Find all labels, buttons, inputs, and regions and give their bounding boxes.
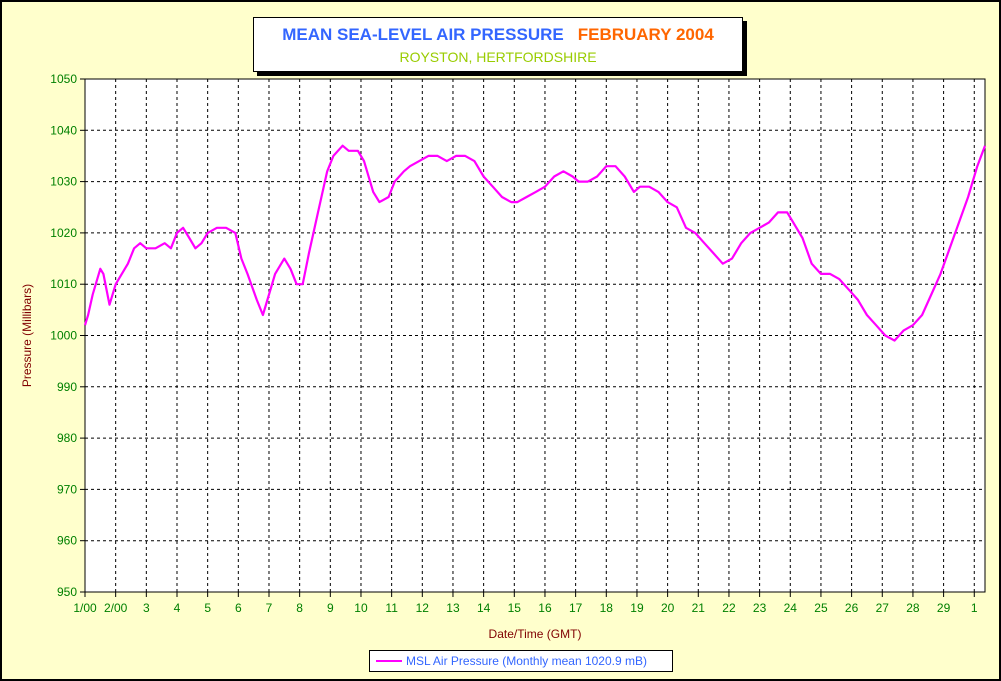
x-tick-label: 1/00 [73,601,97,615]
x-axis-title: Date/Time (GMT) [489,627,582,641]
y-tick-label: 1030 [50,175,77,189]
y-tick-label: 960 [57,534,77,548]
x-tick-label: 16 [538,601,552,615]
x-tick-label: 10 [354,601,368,615]
y-tick-label: 950 [57,585,77,599]
x-tick-label: 27 [876,601,890,615]
x-tick-label: 14 [477,601,491,615]
legend-label: MSL Air Pressure (Monthly mean 1020.9 mB… [406,654,647,668]
plot-border [84,78,986,593]
legend-swatch [376,660,402,662]
x-tick-label: 6 [235,601,242,615]
title-month: FEBRUARY 2004 [577,25,714,44]
y-tick-label: 1050 [50,72,77,86]
x-tick-label: 4 [174,601,181,615]
x-tick-label: 22 [722,601,736,615]
y-tick-label: 970 [57,482,77,496]
y-axis-title: Pressure (Millibars) [20,284,34,387]
chart-title: MEAN SEA-LEVEL AIR PRESSURE FEBRUARY 2004 [254,25,742,45]
chart-subtitle: ROYSTON, HERTFORDSHIRE [399,49,597,65]
x-tick-label: 21 [692,601,706,615]
y-tick-label: 1040 [50,123,77,137]
x-tick-label: 20 [661,601,675,615]
x-tick-label: 2/00 [104,601,128,615]
x-tick-label: 26 [845,601,859,615]
x-tick-label: 29 [937,601,951,615]
x-tick-label: 12 [416,601,430,615]
y-tick-label: 1020 [50,226,77,240]
legend: MSL Air Pressure (Monthly mean 1020.9 mB… [369,650,673,672]
x-tick-label: 7 [266,601,273,615]
y-tick-label: 990 [57,380,77,394]
x-tick-label: 19 [630,601,644,615]
x-tick-label: 18 [600,601,614,615]
x-tick-label: 5 [204,601,211,615]
y-tick-label: 980 [57,431,77,445]
x-tick-label: 28 [906,601,920,615]
x-tick-label: 23 [753,601,767,615]
y-tick-label: 1000 [50,329,77,343]
chart-title-box: MEAN SEA-LEVEL AIR PRESSURE FEBRUARY 2004… [253,17,743,72]
x-tick-label: 13 [446,601,460,615]
x-tick-label: 17 [569,601,583,615]
x-tick-label: 24 [784,601,798,615]
x-tick-label: 9 [327,601,334,615]
series-line [83,144,987,342]
y-tick-label: 1010 [50,277,77,291]
x-tick-label: 11 [385,601,398,615]
x-tick-label: 15 [508,601,522,615]
x-tick-label: 3 [143,601,150,615]
x-tick-label: 25 [814,601,828,615]
x-tick-label: 8 [296,601,303,615]
x-tick-label: 1 [971,601,978,615]
title-main: MEAN SEA-LEVEL AIR PRESSURE [282,25,564,44]
